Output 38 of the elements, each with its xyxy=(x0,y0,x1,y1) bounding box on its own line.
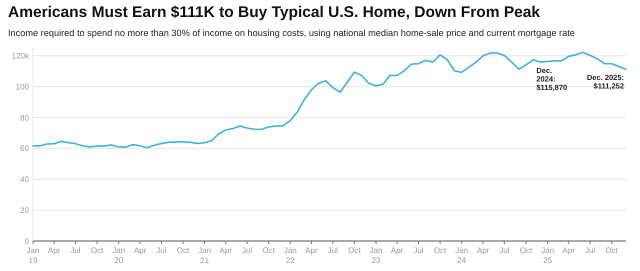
chart-title: Americans Must Earn $111K to Buy Typical U.S. Home, Down From Peak xyxy=(8,4,540,21)
y-tick-label: 0 xyxy=(24,236,30,246)
x-tick-label: Apr xyxy=(476,246,490,255)
y-tick-label: 80 xyxy=(20,113,30,122)
x-tick-label: Jul xyxy=(499,246,510,255)
x-tick-label: Jan 25 xyxy=(541,246,554,265)
x-tick-label: Jan 23 xyxy=(370,246,382,265)
x-tick-label: Jul xyxy=(584,246,596,255)
x-tick-label: Oct xyxy=(605,246,619,255)
x-tick-label: Apr xyxy=(305,246,318,255)
x-tick-label: Jul xyxy=(156,246,167,255)
x-tick-label: Apr xyxy=(390,246,404,255)
y-tick-label: 40 xyxy=(20,175,30,184)
x-tick-label: Jan 24 xyxy=(455,246,468,265)
x-tick-label: Oct xyxy=(348,246,362,255)
x-tick-label: Oct xyxy=(434,246,448,255)
x-tick-label: Oct xyxy=(176,246,190,255)
x-tick-label: Jan 20 xyxy=(112,246,126,265)
line-series xyxy=(32,52,627,149)
x-tick-label: Apr xyxy=(48,246,61,255)
y-tick-label: 60 xyxy=(20,144,30,154)
chart-subtitle: Income required to spend no more than 30% of income on housing costs, using national median home-sale price and current mortgage rate xyxy=(8,28,575,38)
x-tick-label: Jul xyxy=(413,246,424,255)
x-tick-label: Jul xyxy=(242,246,252,255)
x-tick-label: Apr xyxy=(134,246,147,255)
x-tick-label: Oct xyxy=(520,246,533,255)
y-tick-label: 100 xyxy=(16,82,30,92)
x-tick-label: Oct xyxy=(90,246,104,255)
x-tick-label: Jan 22 xyxy=(284,246,297,265)
x-tick-label: Jan 19 xyxy=(26,246,40,265)
x-tick-label: Apr xyxy=(562,246,576,255)
x-tick-label: Apr xyxy=(220,246,232,255)
x-tick-label: Jul xyxy=(70,246,81,255)
y-tick-label: 20 xyxy=(20,206,30,215)
x-tick-label: Oct xyxy=(262,246,276,255)
x-tick-label: Jan 21 xyxy=(198,246,212,265)
y-tick-label: 120k xyxy=(12,52,30,61)
x-tick-label: Jul xyxy=(328,246,338,255)
